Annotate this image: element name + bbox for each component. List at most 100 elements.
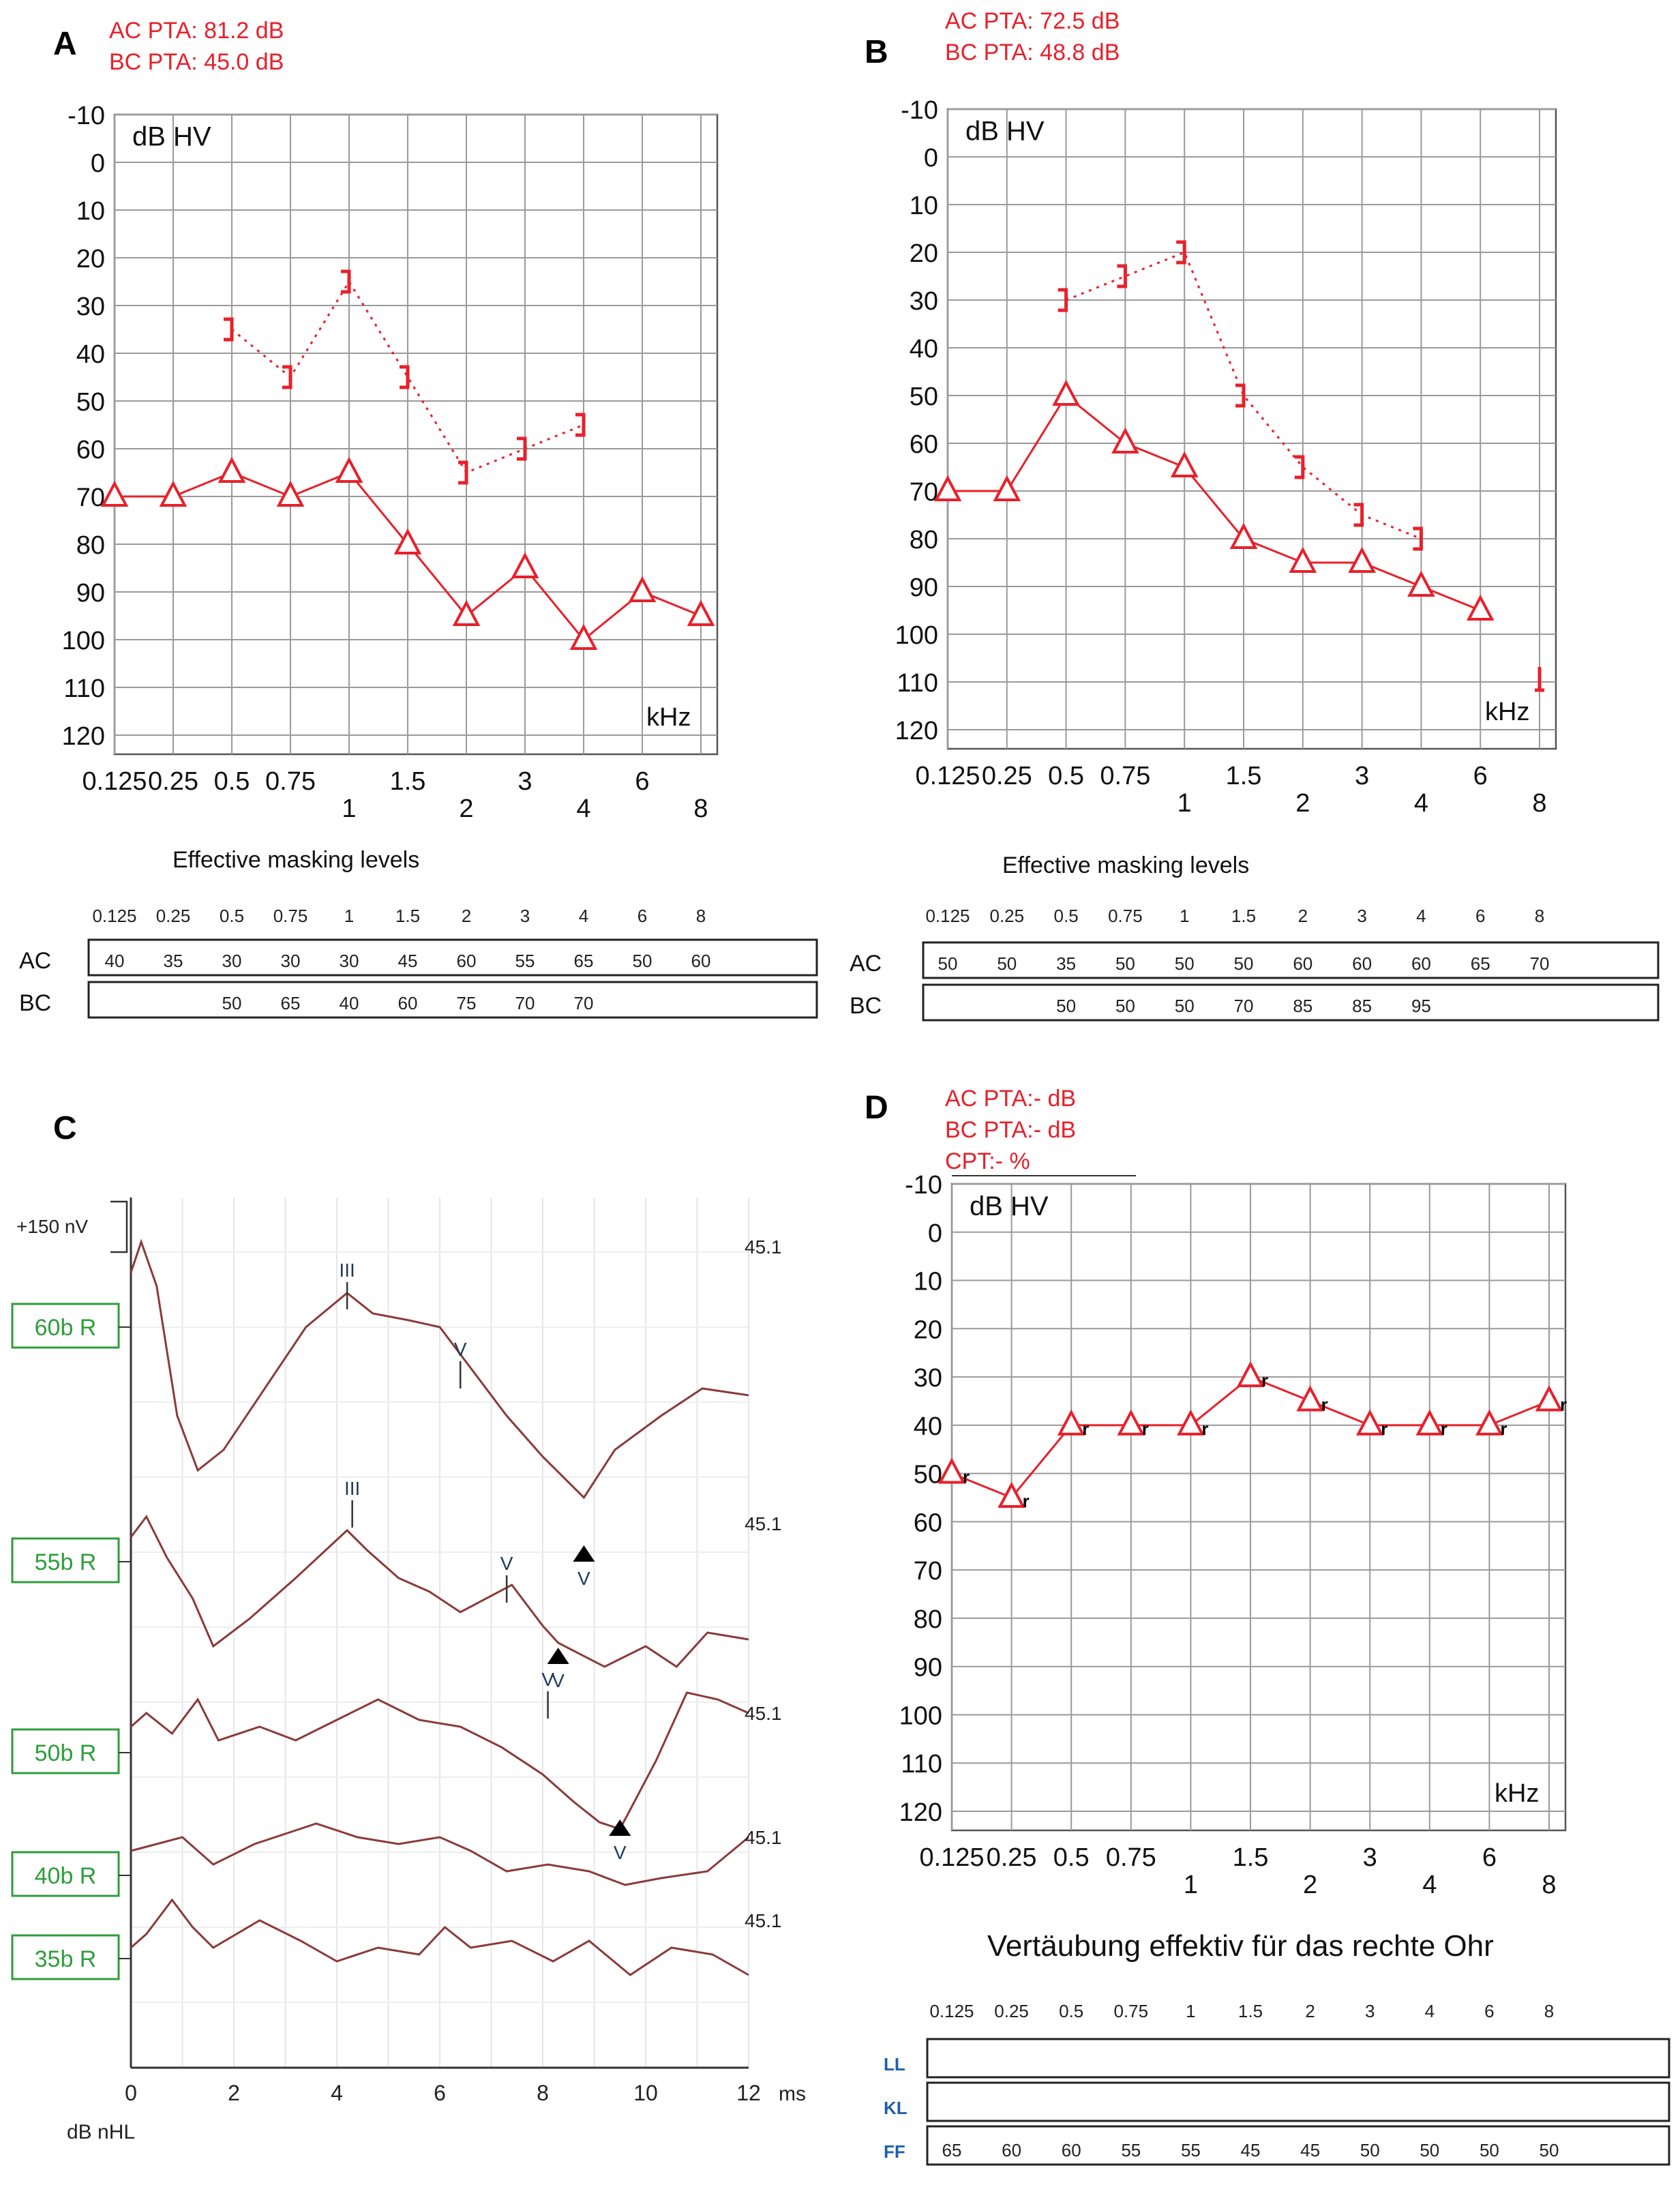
- trace-level-label: 35b R: [35, 1946, 97, 1972]
- trough-label: V: [552, 1670, 565, 1691]
- masking-freq-header: 1: [1186, 2001, 1195, 2021]
- threshold-triangle-marker: [1289, 546, 1317, 573]
- trace-level-box: [11, 1851, 120, 1897]
- x-tick-label: 0.125: [82, 767, 147, 796]
- marker-r-label: r: [963, 1467, 970, 1487]
- masking-freq-header: 0.125: [92, 906, 136, 926]
- masking-value: 45: [1300, 2140, 1320, 2160]
- x-tick-label: 1: [1184, 1871, 1198, 1899]
- marker-r-label: r: [1261, 1370, 1268, 1391]
- abr-trace: [130, 1238, 749, 1500]
- masking-freq-header: 8: [1544, 2001, 1554, 2021]
- bone-conduction-bracket-marker: [1294, 455, 1305, 479]
- threshold-triangle-marker: [452, 599, 481, 626]
- marker-r-label: r: [1500, 1418, 1507, 1439]
- masking-value: 30: [281, 951, 301, 971]
- masking-value: 50: [1115, 996, 1135, 1016]
- khz-label: kHz: [1485, 698, 1529, 726]
- khz-label: kHz: [1495, 1779, 1539, 1808]
- air-conduction-line: [948, 393, 1481, 612]
- wave-peak-label: III: [339, 1260, 355, 1281]
- masking-freq-header: 4: [579, 906, 588, 926]
- bone-conduction-bracket-marker: [224, 317, 234, 342]
- x-tick-label: 0.125: [919, 1843, 984, 1872]
- pta-label: BC PTA:- dB: [945, 1117, 1076, 1143]
- masking-value: 45: [398, 951, 418, 971]
- masking-freq-header: 6: [1484, 2001, 1494, 2021]
- wave-peak-label: V: [500, 1553, 513, 1574]
- threshold-triangle-marker: [217, 456, 246, 483]
- masking-freq-header: 8: [1535, 906, 1544, 926]
- x-tick-label: 0: [125, 2081, 137, 2105]
- y-tick-label: 10: [914, 1268, 942, 1296]
- trace-level-box: [11, 1537, 120, 1584]
- threshold-triangle-marker: [1475, 1409, 1503, 1436]
- masking-row-box: [922, 941, 1660, 979]
- y-tick-label: -10: [905, 1171, 942, 1200]
- trough-label: V: [614, 1842, 627, 1863]
- masking-value: 35: [1056, 953, 1076, 974]
- pta-label: BC PTA: 45.0 dB: [109, 49, 284, 75]
- y-tick-label: 10: [76, 197, 105, 226]
- masking-value: 60: [1352, 953, 1372, 974]
- marker-r-label: r: [1441, 1418, 1448, 1439]
- masking-freq-header: 4: [1416, 906, 1426, 926]
- y-tick-label: 20: [914, 1316, 942, 1344]
- masking-freq-header: 1.5: [1238, 2001, 1263, 2021]
- masking-value: 60: [691, 951, 711, 971]
- masking-value: 50: [1175, 996, 1195, 1016]
- bone-conduction-bracket-marker: [400, 365, 410, 389]
- masking-value: 45: [1241, 2140, 1261, 2160]
- abr-panel-c: +150 nV 0 2 4 6 8 10 12 ms dB nHL 60b R 45.1 55b R 45…: [11, 1198, 806, 2143]
- y-tick-label: 120: [899, 1798, 942, 1827]
- x-tick-label: 0.75: [1100, 762, 1150, 790]
- masking-value: 60: [1293, 953, 1312, 974]
- y-tick-label: 80: [910, 526, 938, 554]
- masking-freq-header: 0.75: [1108, 906, 1143, 926]
- y-tick-label: 60: [910, 430, 938, 459]
- threshold-triangle-marker: [1177, 1409, 1205, 1436]
- threshold-triangle-marker: [933, 475, 962, 501]
- masking-value: 60: [1062, 2140, 1081, 2160]
- x-tick-label: 6: [434, 2081, 446, 2105]
- abr-trace: [130, 1691, 749, 1830]
- masking-freq-header: 0.25: [989, 906, 1024, 926]
- masking-freq-header: 1.5: [1231, 906, 1256, 926]
- masking-value: 50: [1420, 2140, 1439, 2160]
- trace-end-value: 45.1: [745, 1910, 782, 1931]
- threshold-triangle-marker: [1407, 570, 1435, 597]
- khz-label: kHz: [646, 703, 691, 732]
- y-tick-label: 0: [91, 149, 105, 178]
- y-tick-label: 90: [914, 1654, 942, 1682]
- threshold-triangle-marker: [687, 599, 715, 626]
- threshold-triangle-marker: [1355, 1409, 1384, 1436]
- threshold-triangle-marker: [393, 528, 422, 554]
- abr-trace: [130, 1898, 749, 1976]
- threshold-triangle-marker: [1236, 1361, 1265, 1388]
- x-tick-label: 8: [1532, 789, 1546, 818]
- pta-label: BC PTA: 48.8 dB: [945, 40, 1120, 65]
- trace-level-box: [11, 1934, 120, 1980]
- masking-row-box: [926, 2125, 1670, 2166]
- x-tick-label: 4: [576, 794, 590, 823]
- threshold-triangle-marker: [276, 480, 305, 507]
- bone-conduction-bracket-marker: [1413, 526, 1423, 551]
- y-tick-label: 120: [62, 722, 105, 751]
- x-tick-label: 2: [228, 2081, 240, 2105]
- masking-freq-header: 0.75: [1113, 2001, 1148, 2021]
- bone-conduction-bracket-marker: [458, 460, 468, 485]
- y-tick-label: 100: [895, 621, 938, 650]
- masking-value: 85: [1352, 996, 1372, 1016]
- x-axis-label: dB nHL: [67, 2121, 135, 2143]
- masking-row-box: [926, 2038, 1670, 2079]
- y-tick-label: 30: [76, 293, 105, 321]
- wave-peak-label: V: [454, 1339, 467, 1360]
- x-tick-label: 10: [633, 2081, 658, 2105]
- masking-title: Vertäubung effektiv für das rechte Ohr: [987, 1929, 1494, 1963]
- x-tick-label: 6: [635, 767, 649, 796]
- masking-freq-header: 2: [1305, 2001, 1315, 2021]
- y-tick-label: 70: [910, 478, 938, 507]
- masking-row-label: BC: [19, 990, 51, 1016]
- masking-row-box: [87, 981, 818, 1019]
